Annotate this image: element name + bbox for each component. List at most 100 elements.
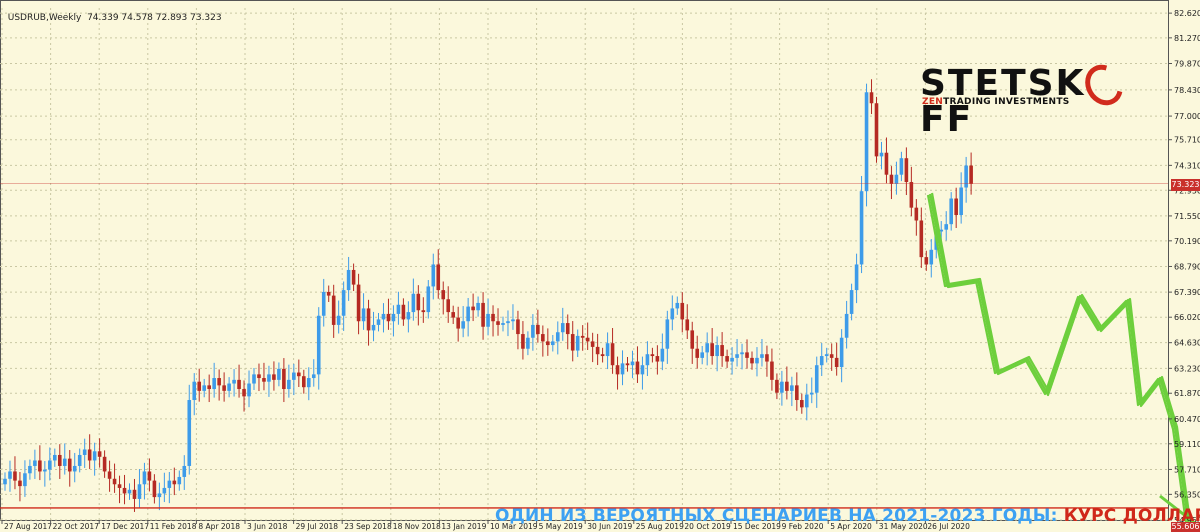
candle-body — [476, 302, 480, 311]
candle-body — [167, 480, 172, 488]
candle-body — [899, 158, 904, 175]
plot-frame — [0, 0, 1169, 521]
candle-body — [28, 465, 32, 474]
candle-body — [421, 310, 426, 313]
candle-body — [187, 400, 192, 466]
candle-body — [730, 357, 734, 362]
candle-body — [645, 354, 650, 366]
candle-body — [531, 324, 535, 338]
x-tick-label: 23 Sep 2018 — [344, 522, 392, 531]
candle-body — [152, 480, 157, 498]
candle-body — [466, 306, 470, 322]
y-tick-label: 71.550 — [1174, 212, 1200, 221]
candle-body — [869, 92, 874, 104]
logo-tagline: ZENTRADING INVESTMENTS — [922, 97, 1070, 107]
candle-body — [630, 361, 635, 366]
y-tick-label: 67.390 — [1174, 288, 1200, 297]
candle-body — [839, 337, 844, 368]
candle-body — [97, 451, 102, 457]
candle-body — [924, 257, 929, 265]
candle-body — [287, 379, 291, 390]
candle-body — [560, 323, 565, 333]
candle-body — [685, 319, 690, 331]
candle-body — [909, 182, 914, 208]
candle-body — [411, 293, 416, 313]
ohlc-readout: 74.339 74.578 72.893 73.323 — [87, 13, 222, 23]
candle-body — [655, 356, 660, 362]
candle-body — [107, 471, 112, 479]
candle-body — [959, 187, 963, 215]
candle-body — [546, 341, 550, 346]
candle-body — [705, 343, 709, 353]
forecast-stroke — [928, 193, 1190, 523]
candle-body — [381, 313, 386, 320]
candle-body — [182, 465, 187, 477]
last-price-tag: 73.323 — [1171, 179, 1200, 191]
candle-body — [207, 385, 211, 390]
candle-body — [690, 330, 695, 349]
candle-body — [386, 313, 391, 322]
x-tick-label: 30 Jun 2019 — [587, 522, 632, 531]
chart-header: USDRUB,Weekly 74.339 74.578 72.893 73.32… — [2, 3, 222, 23]
candle-body — [939, 229, 944, 232]
candle-body — [804, 394, 809, 408]
y-tick-label: 54.950 — [1174, 516, 1200, 525]
x-tick-label: 20 Oct 2019 — [684, 522, 731, 531]
candle-body — [780, 381, 784, 393]
level-price-tag: 55.606 — [1171, 522, 1200, 532]
candle-body — [18, 480, 22, 487]
candle-body — [745, 352, 749, 358]
candle-body — [53, 454, 57, 461]
candle-body — [501, 323, 505, 325]
candle-body — [670, 308, 675, 320]
candle-body — [541, 334, 545, 342]
candle-body — [441, 290, 446, 300]
x-tick-label: 17 Dec 2017 — [101, 522, 149, 531]
forecast-stroke — [926, 194, 1188, 524]
candle-body — [321, 291, 326, 316]
x-tick-label: 22 Oct 2017 — [53, 522, 100, 531]
candle-body — [247, 383, 251, 397]
candle-body — [376, 319, 381, 325]
candle-body — [536, 324, 540, 335]
candle-body — [371, 324, 376, 331]
candle-body — [232, 379, 236, 384]
candle-body — [526, 337, 530, 349]
y-tick-label: 56.350 — [1174, 490, 1200, 499]
candle-body — [57, 454, 62, 466]
candle-body — [969, 165, 973, 184]
candle-body — [595, 346, 600, 355]
candle-body — [506, 321, 510, 324]
y-tick-label: 70.190 — [1174, 237, 1200, 246]
candle-body — [680, 302, 685, 320]
candle-body — [43, 469, 47, 472]
y-tick-label: 60.470 — [1174, 415, 1200, 424]
x-tick-label: 15 Dec 2019 — [733, 522, 781, 531]
candle-body — [570, 334, 575, 351]
candle-body — [884, 152, 889, 175]
candle-body — [212, 378, 216, 390]
candle-body — [700, 352, 704, 358]
candle-body — [177, 476, 182, 485]
candle-body — [864, 92, 869, 192]
x-tick-label: 10 Mar 2019 — [490, 522, 538, 531]
x-tick-label: 5 May 2019 — [539, 522, 583, 531]
candle-body — [72, 465, 77, 472]
candle-body — [650, 354, 655, 357]
y-tick-label: 61.870 — [1174, 389, 1200, 398]
y-tick-label: 82.620 — [1174, 9, 1200, 18]
candle-body — [242, 389, 246, 397]
candle-body — [859, 191, 864, 265]
candle-body — [889, 174, 894, 184]
candle-body — [62, 458, 67, 466]
candle-body — [406, 312, 411, 320]
candle-body — [461, 321, 465, 329]
y-tick-label: 66.020 — [1174, 313, 1200, 322]
candle-body — [879, 152, 884, 157]
candle-body — [87, 449, 92, 461]
candle-body — [600, 354, 605, 357]
candle-body — [735, 354, 739, 358]
x-tick-label: 26 Jul 2020 — [927, 522, 970, 531]
candle-body — [446, 299, 451, 313]
candle-body — [775, 379, 779, 393]
